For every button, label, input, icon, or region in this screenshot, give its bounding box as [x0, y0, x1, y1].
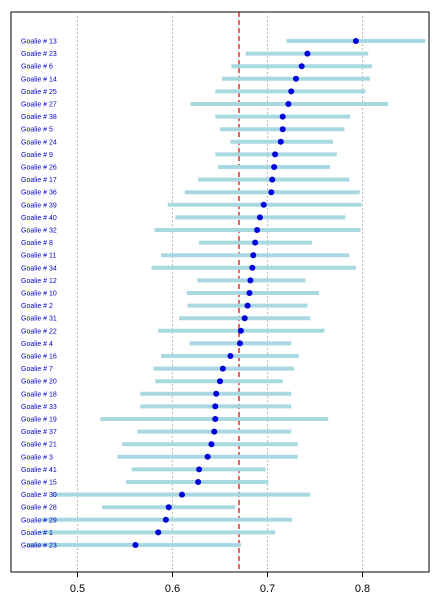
- point-marker: [288, 88, 295, 95]
- point-marker: [211, 428, 218, 435]
- point-marker: [268, 189, 275, 196]
- category-label: Goalie # 36: [21, 190, 57, 197]
- point-marker: [271, 164, 278, 170]
- category-label: Goalie # 3: [21, 454, 53, 461]
- category-label: Goalie # 8: [21, 240, 53, 247]
- point-markers: [132, 38, 359, 548]
- category-label: Goalie # 9: [21, 152, 53, 159]
- point-marker: [279, 113, 286, 120]
- category-label: Goalie # 26: [21, 165, 57, 172]
- category-labels: Goalie # 13 Goalie # 23 Goalie # 6 Goalie #…: [21, 39, 57, 550]
- point-marker: [204, 453, 211, 460]
- category-label: Goalie # 19: [21, 417, 57, 424]
- category-label: Goalie # 18: [21, 391, 57, 398]
- category-label: Goalie # 33: [21, 404, 57, 411]
- x-axis: 0.5 0.6 0.7 0.8: [70, 572, 370, 595]
- category-label: Goalie # 25: [21, 89, 57, 96]
- category-label: Goalie # 40: [21, 215, 57, 222]
- category-label: Goalie # 4: [21, 341, 53, 348]
- category-label: Goalie # 23: [21, 51, 57, 58]
- point-marker: [195, 479, 202, 485]
- category-label: Goalie # 31: [21, 316, 57, 323]
- point-marker: [277, 138, 284, 145]
- category-label: Goalie # 14: [21, 76, 57, 83]
- category-label: Goalie # 12: [21, 278, 57, 285]
- point-marker: [249, 264, 256, 271]
- point-marker: [208, 441, 215, 448]
- plot-frame: [10, 11, 430, 573]
- point-marker: [244, 302, 251, 309]
- point-marker: [279, 126, 286, 133]
- point-marker: [213, 390, 220, 397]
- point-marker: [304, 50, 311, 57]
- category-label: Goalie # 15: [21, 480, 57, 487]
- point-marker: [212, 403, 219, 410]
- point-marker: [165, 504, 172, 511]
- point-marker: [212, 416, 219, 422]
- category-label: Goalie # 6: [21, 64, 53, 71]
- point-marker: [241, 315, 248, 322]
- category-label: Goalie # 5: [21, 127, 53, 134]
- category-label: Goalie # 28: [21, 505, 57, 512]
- point-marker: [293, 75, 299, 82]
- category-label: Goalie # 32: [21, 228, 57, 235]
- point-marker: [298, 63, 305, 70]
- category-label: Goalie # 1: [21, 530, 53, 537]
- point-marker: [132, 542, 139, 548]
- point-marker: [236, 340, 243, 347]
- category-label: Goalie # 38: [21, 114, 57, 121]
- point-marker: [247, 277, 254, 284]
- point-marker: [155, 529, 162, 536]
- category-label: Goalie # 13: [21, 39, 57, 46]
- x-tick-label: 0.7: [260, 583, 275, 595]
- category-label: Goalie # 7: [21, 366, 53, 373]
- point-marker: [256, 214, 263, 221]
- x-tick-label: 0.5: [70, 583, 85, 595]
- category-label: Goalie # 21: [21, 442, 57, 449]
- point-marker: [217, 378, 223, 385]
- category-label: Goalie # 27: [21, 102, 57, 109]
- point-marker: [250, 252, 257, 259]
- point-marker: [196, 466, 203, 473]
- category-label: Goalie # 11: [21, 253, 56, 260]
- category-label: Goalie # 34: [21, 265, 57, 272]
- point-marker: [252, 239, 259, 246]
- category-label: Goalie # 22: [21, 328, 57, 335]
- category-label: Goalie # 29: [21, 517, 57, 524]
- category-label: Goalie # 2: [21, 303, 53, 310]
- category-label: Goalie # 10: [21, 291, 57, 298]
- point-marker: [219, 365, 226, 372]
- interval-bars: [27, 39, 426, 547]
- point-marker: [269, 176, 276, 183]
- category-label: Goalie # 41: [21, 467, 57, 474]
- category-label: Goalie # 30: [21, 492, 57, 499]
- point-marker: [227, 353, 234, 359]
- category-label: Goalie # 37: [21, 429, 57, 436]
- point-marker: [246, 290, 253, 296]
- category-label: Goalie # 17: [21, 177, 57, 184]
- point-marker: [254, 227, 261, 233]
- x-tick-label: 0.8: [355, 583, 370, 595]
- category-label: Goalie # 24: [21, 139, 57, 146]
- point-marker: [162, 516, 169, 523]
- point-marker: [272, 151, 279, 158]
- category-label: Goalie # 20: [21, 379, 57, 386]
- point-marker: [179, 491, 185, 498]
- point-marker: [260, 201, 267, 208]
- category-label: Goalie # 23: [21, 543, 57, 550]
- point-marker: [352, 38, 359, 44]
- category-label: Goalie # 16: [21, 354, 57, 361]
- category-label: Goalie # 39: [21, 202, 57, 209]
- point-marker: [237, 327, 244, 334]
- point-marker: [285, 101, 292, 107]
- x-tick-label: 0.6: [165, 583, 180, 595]
